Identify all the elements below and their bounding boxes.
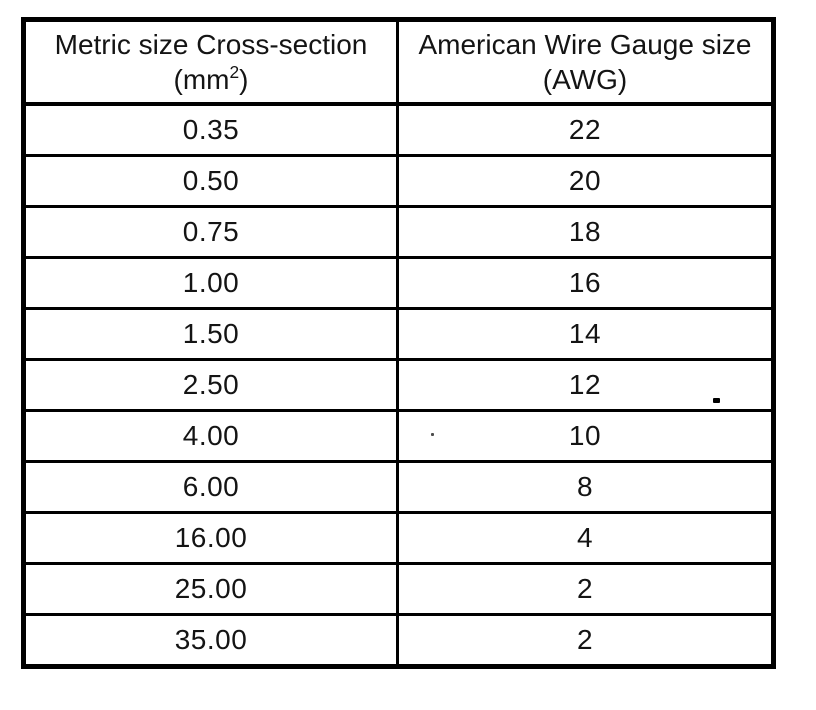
table-row: 0.35 22	[22, 102, 775, 157]
awg-cell: 4	[396, 511, 775, 565]
header-metric-size: Metric size Cross-section (mm2)	[22, 18, 399, 106]
awg-cell: 16	[396, 256, 775, 310]
awg-cell: 10	[396, 409, 775, 463]
metric-cell: 2.50	[22, 358, 399, 412]
metric-cell: 0.50	[22, 154, 399, 208]
scan-artifact-speck	[713, 398, 720, 403]
header-metric-line1: Metric size Cross-section	[54, 29, 368, 60]
table-row: 25.00 2	[22, 562, 775, 616]
awg-cell: 22	[396, 102, 775, 157]
unit-superscript: 2	[229, 61, 240, 82]
awg-cell: 12	[396, 358, 775, 412]
metric-cell: 1.00	[22, 256, 399, 310]
header-awg-line2: (AWG)	[542, 64, 628, 95]
awg-cell: 8	[396, 460, 775, 514]
table-row: 1.50 14	[22, 307, 775, 361]
metric-cell: 4.00	[22, 409, 399, 463]
metric-cell: 35.00	[22, 613, 399, 668]
table-row: 16.00 4	[22, 511, 775, 565]
metric-cell: 0.75	[22, 205, 399, 259]
scan-artifact-speck	[431, 433, 434, 436]
metric-cell: 6.00	[22, 460, 399, 514]
awg-cell: 2	[396, 613, 775, 668]
table-row: 0.75 18	[22, 205, 775, 259]
table-row: 35.00 2	[22, 613, 775, 668]
table-row: 2.50 12	[22, 358, 775, 412]
metric-cell: 1.50	[22, 307, 399, 361]
awg-cell: 2	[396, 562, 775, 616]
metric-cell: 25.00	[22, 562, 399, 616]
table-row: 4.00 10	[22, 409, 775, 463]
awg-cell: 18	[396, 205, 775, 259]
awg-cell: 20	[396, 154, 775, 208]
header-awg-line1: American Wire Gauge size	[418, 29, 752, 60]
metric-cell: 16.00	[22, 511, 399, 565]
awg-cell: 14	[396, 307, 775, 361]
header-metric-unit: (mm2)	[173, 61, 249, 95]
table-row: 0.50 20	[22, 154, 775, 208]
awg-conversion-table: Metric size Cross-section (mm2) American…	[21, 17, 776, 669]
header-awg-size: American Wire Gauge size (AWG)	[396, 18, 775, 106]
table-row: 1.00 16	[22, 256, 775, 310]
header-row: Metric size Cross-section (mm2) American…	[22, 18, 775, 106]
metric-cell: 0.35	[22, 102, 399, 157]
table-row: 6.00 8	[22, 460, 775, 514]
